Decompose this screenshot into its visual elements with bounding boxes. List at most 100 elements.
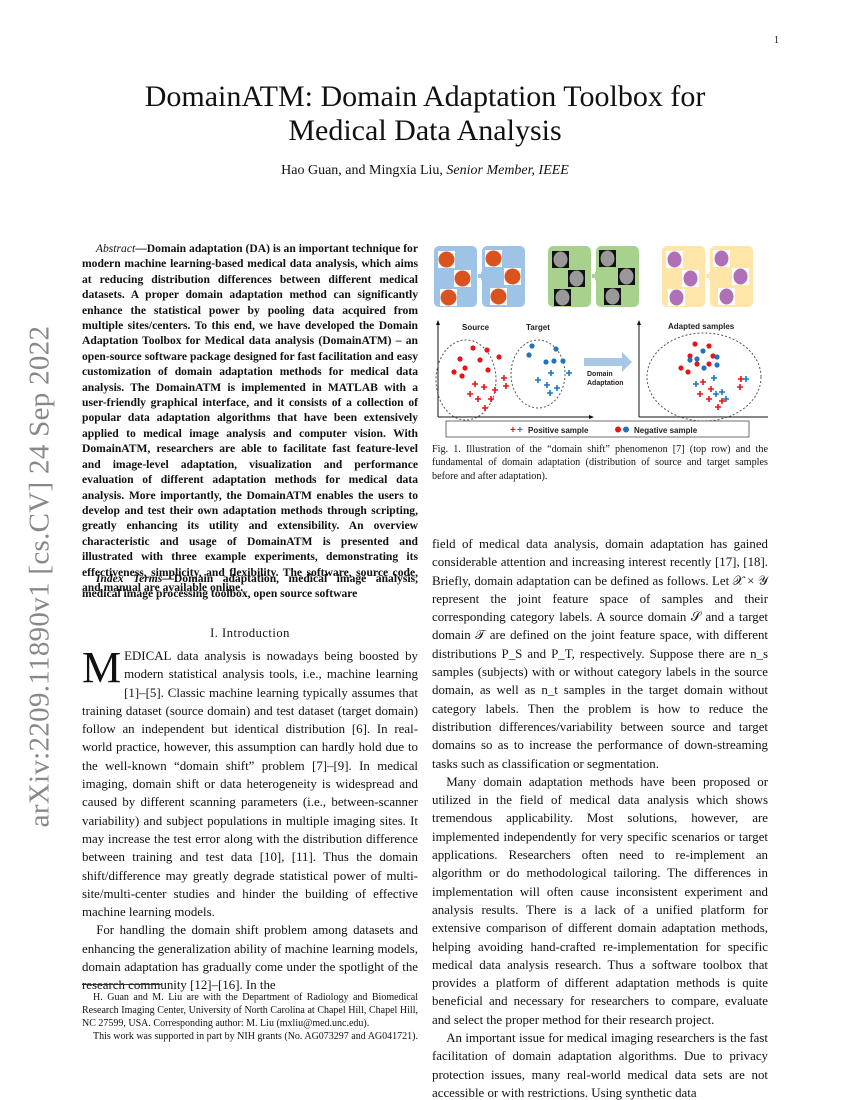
negative-sample-point: [462, 365, 468, 371]
positive-sample-point: [719, 389, 725, 395]
mri-image-content: [553, 251, 568, 268]
abstract-label: Abstract: [95, 242, 136, 255]
positive-sample-point: [715, 404, 721, 410]
negative-sample-point: [685, 369, 691, 375]
author-suffix: Senior Member, IEEE: [446, 163, 569, 178]
paragraph: For handling the domain shift problem am…: [82, 923, 418, 993]
plus-icon-blue: +: [517, 425, 523, 436]
positive-sample-point: [743, 376, 749, 382]
retina-image-content: [485, 250, 502, 267]
negative-sample-point: [451, 369, 457, 375]
positive-sample-point: [501, 375, 507, 381]
positive-sample-point: [548, 370, 554, 376]
negative-sample-point: [560, 358, 566, 364]
arrow-label-2: Adaptation: [587, 380, 624, 387]
negative-sample-point: [484, 347, 490, 353]
paragraph: An important issue for medical imaging r…: [432, 1031, 768, 1100]
section-heading: I. Introduction: [210, 626, 290, 640]
arrow-label-1: Domain: [587, 371, 613, 378]
positive-sample-point: [554, 385, 560, 391]
negative-sample-point: [700, 348, 706, 354]
abstract-text: —Domain adaptation (DA) is an important …: [82, 242, 418, 594]
adaptation-arrow: [584, 352, 632, 372]
scatter-left-axes: [436, 320, 768, 419]
footnote-rule: [82, 984, 162, 985]
positive-sample-point: [467, 391, 473, 397]
negative-sample-point: [543, 359, 549, 365]
positive-sample-point: [544, 382, 550, 388]
adapted-cluster: [646, 332, 762, 422]
negative-sample-point: [694, 356, 700, 362]
circle-icon-red: [615, 426, 621, 433]
paragraph: Many domain adaptation methods have been…: [432, 774, 768, 1027]
positive-sample-point: [566, 370, 572, 376]
legend-positive: Positive sample: [528, 426, 589, 435]
index-terms-text: —Domain adaptation, medical image analys…: [82, 572, 418, 601]
source-label: Source: [462, 323, 490, 332]
positive-sample-point: [481, 384, 487, 390]
histology-image-content: [667, 251, 682, 268]
negative-sample-point: [529, 343, 535, 349]
histology-image-content: [733, 268, 748, 285]
source-cluster: [435, 339, 497, 421]
target-cluster: [510, 339, 566, 409]
figure-1: Source Target Adapted samples Domain Ada…: [434, 246, 768, 438]
mri-image-content: [569, 270, 584, 287]
negative-sample-point: [706, 343, 712, 349]
domain-shift-image-row: [434, 246, 753, 307]
histology-image-content: [669, 289, 684, 306]
negative-sample-point: [470, 345, 476, 351]
paragraph: field of medical data analysis, domain a…: [432, 537, 768, 771]
histology-image-content: [719, 288, 734, 305]
retina-image-content: [440, 289, 457, 306]
adapted-label: Adapted samples: [668, 322, 735, 331]
mri-image-content: [605, 288, 620, 305]
positive-sample-point: [472, 381, 478, 387]
dropcap: M: [82, 643, 122, 692]
negative-sample-point: [701, 365, 707, 371]
index-terms-label: Index Terms: [95, 572, 163, 585]
positive-sample-point: [737, 384, 743, 390]
retina-image-content: [504, 268, 521, 285]
positive-sample-point: [492, 387, 498, 393]
index-terms: Index Terms—Domain adaptation, medical i…: [82, 571, 418, 602]
authors: Hao Guan, and Mingxia Liu, Senior Member…: [0, 163, 850, 179]
negative-sample-point: [692, 341, 698, 347]
paper-title: DomainATM: Domain Adaptation Toolbox for…: [0, 80, 850, 148]
positive-sample-point: [488, 396, 494, 402]
negative-sample-point: [551, 358, 557, 364]
page-number: 1: [774, 35, 779, 46]
abstract: Abstract—Domain adaptation (DA) is an im…: [82, 241, 418, 595]
paragraph: EDICAL data analysis is nowadays being b…: [82, 649, 418, 920]
negative-sample-point: [714, 354, 720, 360]
positive-sample-point: [711, 375, 717, 381]
target-label: Target: [526, 323, 550, 332]
negative-sample-point: [710, 353, 716, 359]
footnote-funding: This work was supported in part by NIH g…: [93, 1031, 418, 1042]
negative-sample-point: [496, 354, 502, 360]
retina-image-content: [454, 270, 471, 287]
negative-sample-point: [687, 357, 693, 363]
negative-sample-point: [457, 356, 463, 362]
plus-icon-red: +: [510, 425, 516, 436]
negative-sample-point: [553, 346, 559, 352]
positive-sample-point: [547, 390, 553, 396]
positive-sample-point: [697, 391, 703, 397]
negative-sample-point: [687, 353, 693, 359]
footnote-affiliation: H. Guan and M. Liu are with the Departme…: [82, 992, 418, 1029]
intro-left-column: M EDICAL data analysis is nowadays being …: [82, 643, 418, 995]
histology-image-content: [683, 270, 698, 287]
histology-image-content: [714, 250, 729, 267]
sample-points: [451, 341, 749, 411]
mri-image-content: [555, 289, 570, 306]
title-text: DomainATM: Domain Adaptation Toolbox for…: [144, 80, 706, 147]
intro-right-column: field of medical data analysis, domain a…: [432, 535, 768, 1100]
negative-sample-point: [678, 365, 684, 371]
footnote: H. Guan and M. Liu are with the Departme…: [82, 991, 418, 1043]
positive-sample-point: [723, 396, 729, 402]
positive-sample-point: [693, 381, 699, 387]
legend-box: [445, 420, 750, 438]
circle-icon-blue: [623, 426, 629, 433]
positive-sample-point: [719, 398, 725, 404]
